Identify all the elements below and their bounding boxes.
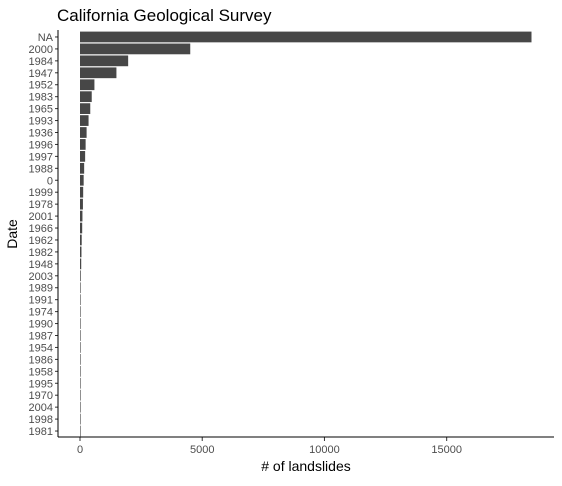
bar-1966 [80, 223, 82, 234]
y-tick-label: 2003 [29, 271, 53, 283]
chart-title: California Geological Survey [57, 6, 272, 25]
x-tick-label: 5000 [190, 444, 214, 456]
bar-1974 [80, 306, 81, 317]
bar-2003 [80, 270, 81, 281]
y-tick-label: 1998 [29, 414, 53, 426]
y-tick-label: 1965 [29, 104, 53, 116]
x-tick-label: 10000 [309, 444, 340, 456]
bar-1990 [80, 318, 81, 329]
y-tick-label: 2004 [29, 402, 53, 414]
x-axis-ticks: 0 5000 10000 15000 [77, 437, 462, 456]
y-tick-label: 1974 [29, 307, 53, 319]
y-tick-label: 1954 [29, 342, 53, 354]
bar-1978 [80, 199, 83, 210]
x-axis-title: # of landslides [261, 458, 351, 474]
bar-1996 [80, 139, 86, 150]
y-tick-label: 1962 [29, 235, 53, 247]
bar-1952 [80, 79, 94, 90]
y-tick-label: 1984 [29, 56, 53, 68]
x-tick-label: 15000 [431, 444, 462, 456]
bar-1948 [80, 258, 81, 269]
y-tick-label: NA [38, 32, 54, 44]
bar-2004 [80, 402, 81, 413]
bar-1983 [80, 91, 92, 102]
bar-2001 [80, 211, 82, 222]
y-tick-label: 1999 [29, 187, 53, 199]
bar-1981 [80, 426, 81, 437]
y-tick-label: 2001 [29, 211, 53, 223]
bar-1965 [80, 103, 90, 114]
bar-1998 [80, 414, 81, 425]
y-tick-label: 1978 [29, 199, 53, 211]
bar-1999 [80, 187, 83, 198]
y-tick-label: 1986 [29, 354, 53, 366]
y-axis-ticks: NA20001984194719521983196519931936199619… [29, 32, 58, 438]
y-tick-label: 1989 [29, 283, 53, 295]
y-tick-label: 1952 [29, 80, 53, 92]
bar-2000 [80, 44, 190, 55]
y-tick-label: 0 [47, 175, 53, 187]
y-tick-label: 1936 [29, 128, 53, 140]
bar-1987 [80, 330, 81, 341]
bar-1984 [80, 55, 128, 66]
y-tick-label: 1991 [29, 295, 53, 307]
bar-1993 [80, 115, 89, 126]
y-tick-label: 1958 [29, 366, 53, 378]
bar-1991 [80, 294, 81, 305]
bars-group [80, 32, 532, 437]
bar-1986 [80, 354, 81, 365]
bar-1982 [80, 247, 81, 258]
y-tick-label: 1970 [29, 390, 53, 402]
y-tick-label: 1947 [29, 68, 53, 80]
y-tick-label: 1996 [29, 139, 53, 151]
bar-1954 [80, 342, 81, 353]
y-tick-label: 1981 [29, 426, 53, 438]
bar-1958 [80, 366, 81, 377]
bar-1988 [80, 163, 84, 174]
bar-0 [80, 175, 84, 186]
y-tick-label: 1982 [29, 247, 53, 259]
y-tick-label: 2000 [29, 44, 53, 56]
y-tick-label: 1987 [29, 331, 53, 343]
y-tick-label: 1983 [29, 92, 53, 104]
y-tick-label: 1997 [29, 151, 53, 163]
y-tick-label: 1993 [29, 116, 53, 128]
bar-1936 [80, 127, 87, 138]
bar-1970 [80, 390, 81, 401]
bar-NA [80, 32, 532, 43]
y-tick-label: 1990 [29, 319, 53, 331]
y-tick-label: 1995 [29, 378, 53, 390]
bar-1995 [80, 378, 81, 389]
y-axis-title: Date [4, 219, 20, 249]
y-tick-label: 1966 [29, 223, 53, 235]
bar-1989 [80, 282, 81, 293]
bar-1997 [80, 151, 85, 162]
x-tick-label: 0 [77, 444, 83, 456]
bar-1962 [80, 235, 82, 246]
y-tick-label: 1988 [29, 163, 53, 175]
y-tick-label: 1948 [29, 259, 53, 271]
bar-1947 [80, 67, 116, 78]
